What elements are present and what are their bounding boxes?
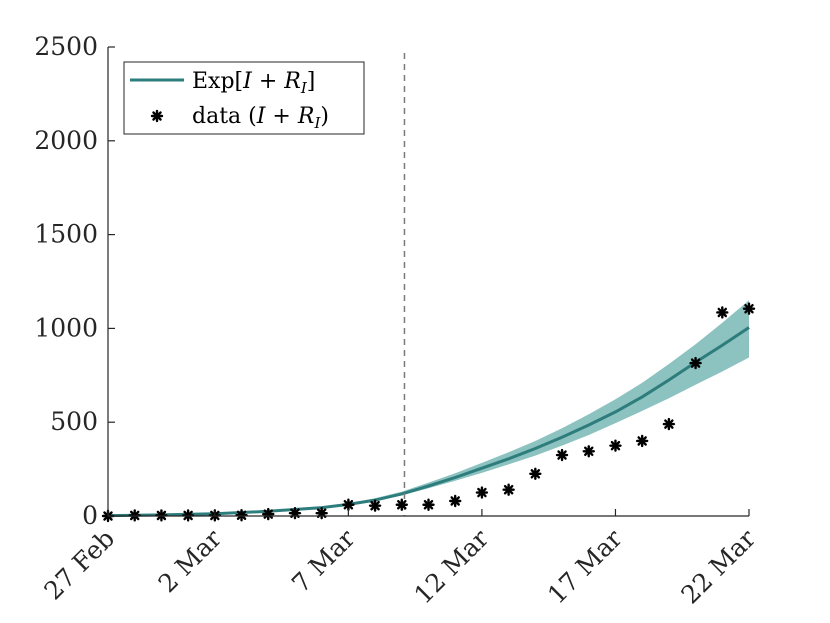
legend-entry-data: data (I + RI) — [192, 104, 329, 132]
mean-line-layer — [107, 326, 750, 518]
data-points-layer — [101, 302, 756, 523]
data-point — [235, 509, 248, 522]
data-point — [262, 507, 275, 521]
data-point — [422, 498, 435, 511]
data-point — [502, 483, 515, 496]
data-point — [529, 467, 542, 480]
y-tick-label: 2500 — [34, 32, 98, 61]
data-point — [716, 306, 729, 319]
data-point — [395, 498, 408, 511]
y-tick-label: 2000 — [34, 126, 98, 155]
y-tick-labels: 0 500 1000 1500 2000 2500 — [34, 32, 98, 530]
axes — [107, 46, 750, 517]
x-tick-label: 2 Mar — [153, 524, 227, 598]
legend-marker-swatch — [150, 109, 164, 123]
mean-line — [107, 326, 750, 518]
data-point — [368, 499, 382, 512]
x-tick-labels: 27 Feb 2 Mar 7 Mar 12 Mar 17 Mar 22 Mar — [39, 524, 762, 610]
x-tick-label: 17 Mar — [542, 524, 628, 610]
data-point — [635, 434, 649, 448]
data-point — [609, 439, 622, 452]
y-tick-label: 500 — [50, 407, 98, 436]
confidence-band — [108, 300, 749, 516]
data-point — [555, 448, 569, 462]
data-point — [342, 498, 355, 511]
y-tick-label: 0 — [82, 501, 98, 530]
data-point — [315, 506, 328, 520]
data-point — [582, 445, 595, 458]
data-point — [742, 302, 756, 315]
y-tick-label: 1000 — [34, 313, 98, 342]
x-tick-label: 7 Mar — [286, 524, 360, 598]
legend-entry-model: Exp[I + RI] — [192, 69, 315, 97]
x-tick-label: 12 Mar — [408, 524, 494, 610]
legend-asterisk — [150, 109, 164, 123]
data-point — [288, 506, 302, 520]
confidence-band-layer — [108, 300, 749, 516]
y-tick-label: 1500 — [34, 220, 98, 249]
data-point — [449, 494, 462, 508]
legend-box — [123, 61, 365, 135]
legend: Exp[I + RI] data (I + RI) — [123, 61, 365, 135]
x-tick-label: 27 Feb — [39, 524, 121, 606]
x-tick-label: 22 Mar — [676, 524, 762, 610]
data-point — [662, 417, 676, 431]
data-point — [475, 486, 489, 499]
data-point — [689, 356, 702, 370]
